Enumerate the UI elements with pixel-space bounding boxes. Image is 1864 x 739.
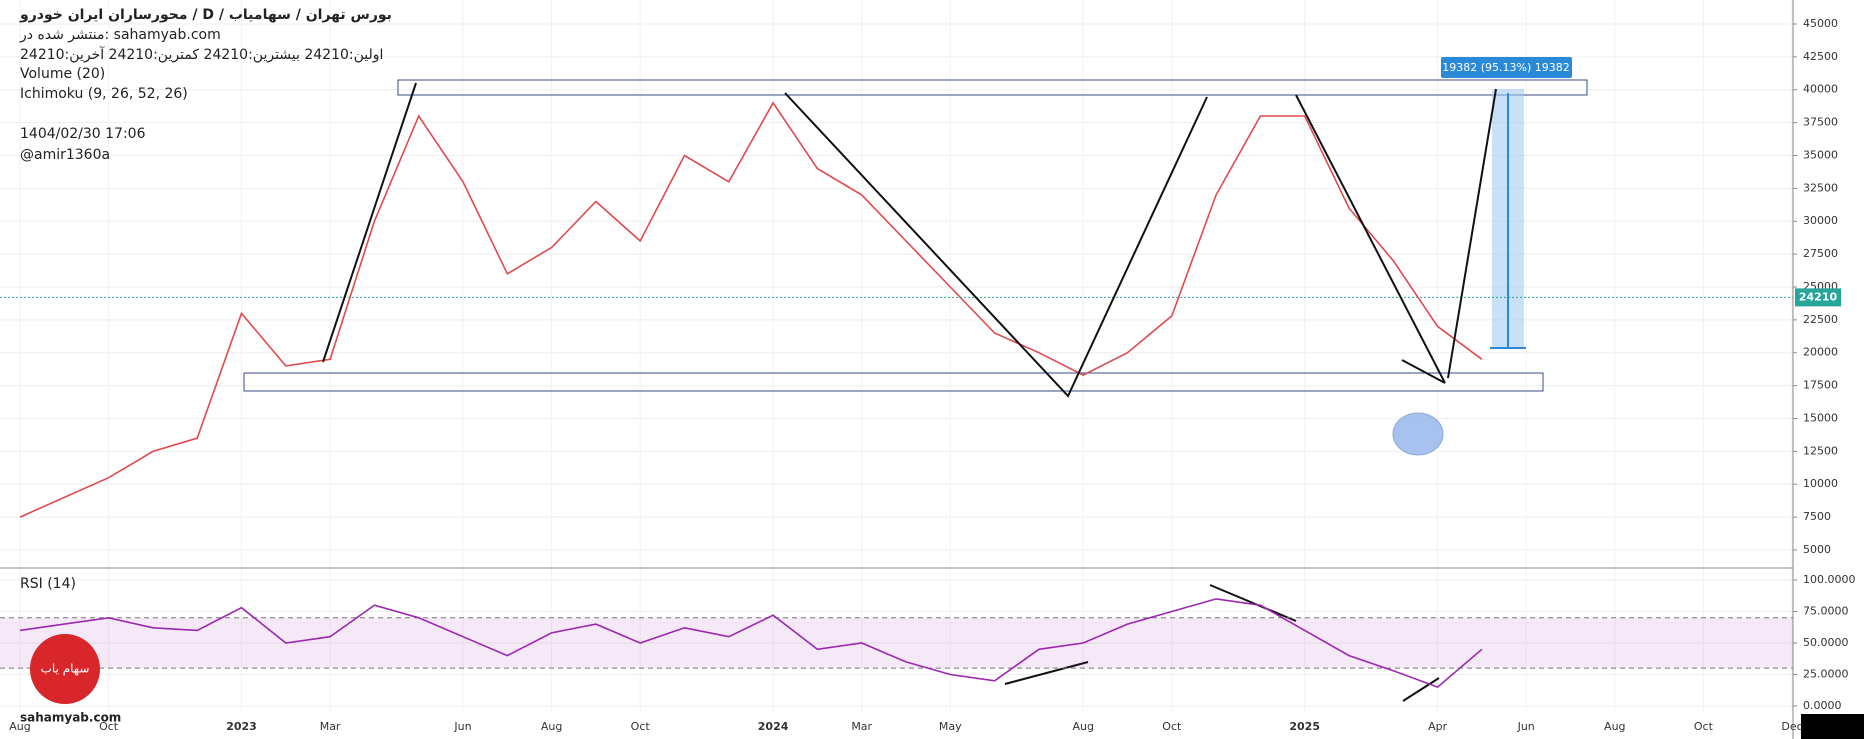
- trend-line: [1209, 584, 1297, 622]
- x-tick-label: Aug: [1604, 720, 1625, 733]
- y-tick-label: 12500: [1803, 444, 1838, 457]
- x-tick-label: Oct: [631, 720, 651, 733]
- y-tick-label: 50.0000: [1803, 636, 1849, 649]
- trend-line: [784, 92, 1208, 398]
- y-tick-label: 100.0000: [1803, 573, 1856, 586]
- logo: [30, 634, 100, 704]
- x-tick-label: 2024: [758, 720, 789, 733]
- x-tick-label: Jun: [453, 720, 471, 733]
- y-tick-label: 30000: [1803, 214, 1838, 227]
- measure-box: [1441, 57, 1572, 78]
- x-tick-label: Jun: [1517, 720, 1535, 733]
- y-tick-label: 40000: [1803, 83, 1838, 96]
- x-tick-label: Aug: [9, 720, 30, 733]
- x-tick-label: Oct: [1162, 720, 1182, 733]
- x-tick-label: Dec: [1781, 720, 1802, 733]
- trend-line: [1295, 94, 1446, 384]
- y-tick-label: 27500: [1803, 247, 1838, 260]
- trend-lines: [322, 82, 1497, 702]
- y-tick-label: 15000: [1803, 411, 1838, 424]
- x-tick-label: 2023: [226, 720, 257, 733]
- annotation: Ichimoku (9, 26, 52, 26): [20, 86, 188, 102]
- y-tick-label: 35000: [1803, 148, 1838, 161]
- measure-label: 19382 (95.13%) 19382: [1442, 61, 1570, 74]
- annotation: Volume (20): [20, 66, 105, 82]
- last-price-label: 24210: [1799, 290, 1838, 303]
- last-price-box: [1795, 288, 1841, 307]
- rsi-band: [0, 617, 1793, 669]
- trend-line: [1004, 661, 1089, 685]
- trend-line: [1402, 677, 1440, 702]
- x-tick-label: Oct: [99, 720, 119, 733]
- annotation: اولین:24210 بیشترین:24210 کمترین:24210 آ…: [20, 46, 383, 63]
- annotation: منتشر شده در: sahamyab.com: [19, 27, 221, 43]
- y-tick-label: 25.0000: [1803, 667, 1849, 680]
- series-line: [19, 101, 1483, 518]
- trend-line: [1447, 88, 1497, 379]
- corner: [1801, 714, 1864, 739]
- y-tick-label: 7500: [1803, 510, 1831, 523]
- rsi-pane: 0.0000 25.0000 50.0000 75.0000 100.0000: [0, 573, 1856, 712]
- y-tick-label: 20000: [1803, 346, 1838, 359]
- y-tick-label: 5000: [1803, 543, 1831, 556]
- x-tick-label: May: [939, 720, 962, 733]
- x-tick-label: Apr: [1428, 720, 1448, 733]
- logo-text: سهام یاب: [41, 662, 90, 676]
- annotation: 1404/02/30 17:06: [20, 126, 146, 142]
- watermark: sahamyab.com: [20, 711, 121, 725]
- annotation: @amir1360a: [20, 147, 110, 163]
- ellipse: [1392, 412, 1444, 456]
- y-tick-label: 0.0000: [1803, 699, 1842, 712]
- x-tick-label: Aug: [541, 720, 562, 733]
- x-tick-label: Mar: [851, 720, 872, 733]
- trend-line: [322, 82, 417, 363]
- y-tick-label: 45000: [1803, 17, 1838, 30]
- y-tick-label: 22500: [1803, 313, 1838, 326]
- x-tick-label: Mar: [320, 720, 341, 733]
- y-tick-label: 37500: [1803, 116, 1838, 129]
- x-tick-label: Oct: [1694, 720, 1714, 733]
- rsi-title: RSI (14): [20, 576, 76, 592]
- y-tick-label: 17500: [1803, 379, 1838, 392]
- trend-line: [1401, 359, 1446, 384]
- x-tick-label: Aug: [1072, 720, 1093, 733]
- y-tick-label: 75.0000: [1803, 604, 1849, 617]
- support-box: [243, 372, 1544, 392]
- x-tick-label: 2025: [1289, 720, 1320, 733]
- y-tick-label: 42500: [1803, 50, 1838, 63]
- price-pane: 5000750010000125001500017500200002250025…: [0, 17, 1841, 556]
- y-tick-label: 10000: [1803, 477, 1838, 490]
- series-line: [19, 598, 1483, 689]
- resistance-box: [397, 79, 1588, 96]
- chart-title: محورساران ایران خودرو / D / بورس تهران /…: [19, 7, 392, 23]
- y-tick-label: 32500: [1803, 181, 1838, 194]
